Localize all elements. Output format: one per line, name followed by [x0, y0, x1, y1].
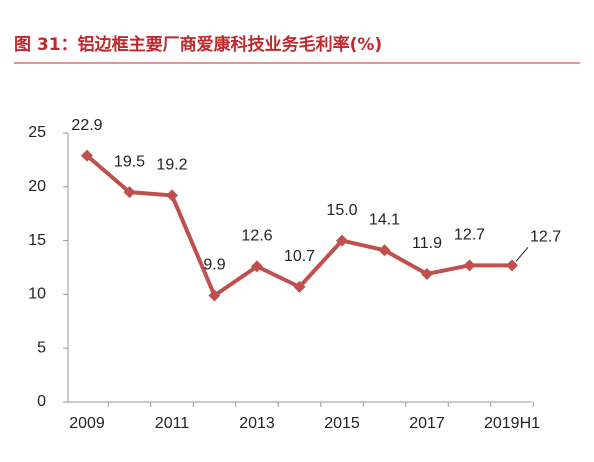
- marker: [293, 280, 306, 293]
- y-tick-label: 0: [37, 393, 46, 410]
- data-label: 19.2: [156, 157, 187, 174]
- data-label: 12.6: [241, 228, 272, 245]
- marker: [208, 289, 221, 302]
- data-label: 12.7: [530, 229, 561, 246]
- x-tick-label: 2015: [324, 415, 360, 432]
- y-tick-label: 20: [28, 178, 46, 195]
- data-label: 11.9: [412, 235, 442, 252]
- leader-line: [515, 247, 529, 262]
- marker: [336, 234, 348, 247]
- marker: [123, 186, 136, 199]
- data-label: 19.5: [114, 153, 145, 170]
- chart-title: 图 31：铝边框主要厂商爱康科技业务毛利率(%): [14, 34, 382, 55]
- y-tick-label: 10: [28, 286, 46, 303]
- data-label: 10.7: [284, 248, 315, 265]
- series-line: [85, 154, 512, 298]
- data-label: 15.0: [326, 202, 357, 219]
- x-tick-label: 2009: [69, 415, 105, 432]
- data-label: 14.1: [369, 212, 400, 229]
- data-label: 12.7: [454, 227, 485, 244]
- y-tick-label: 5: [37, 339, 46, 356]
- data-label: 9.9: [203, 257, 225, 274]
- marker: [506, 259, 518, 272]
- y-tick-label: 15: [28, 232, 46, 249]
- x-tick-label: 2019H1: [484, 415, 540, 432]
- marker: [378, 244, 391, 257]
- y-tick-label: 25: [28, 124, 46, 141]
- x-tick-label: 2013: [239, 415, 275, 432]
- x-tick-label: 2011: [155, 415, 190, 432]
- data-label: 22.9: [71, 117, 102, 134]
- x-tick-label: 2017: [409, 415, 445, 432]
- marker: [463, 259, 476, 272]
- marker: [81, 149, 93, 162]
- marker: [421, 267, 433, 280]
- marker: [251, 260, 263, 273]
- marker: [166, 189, 178, 202]
